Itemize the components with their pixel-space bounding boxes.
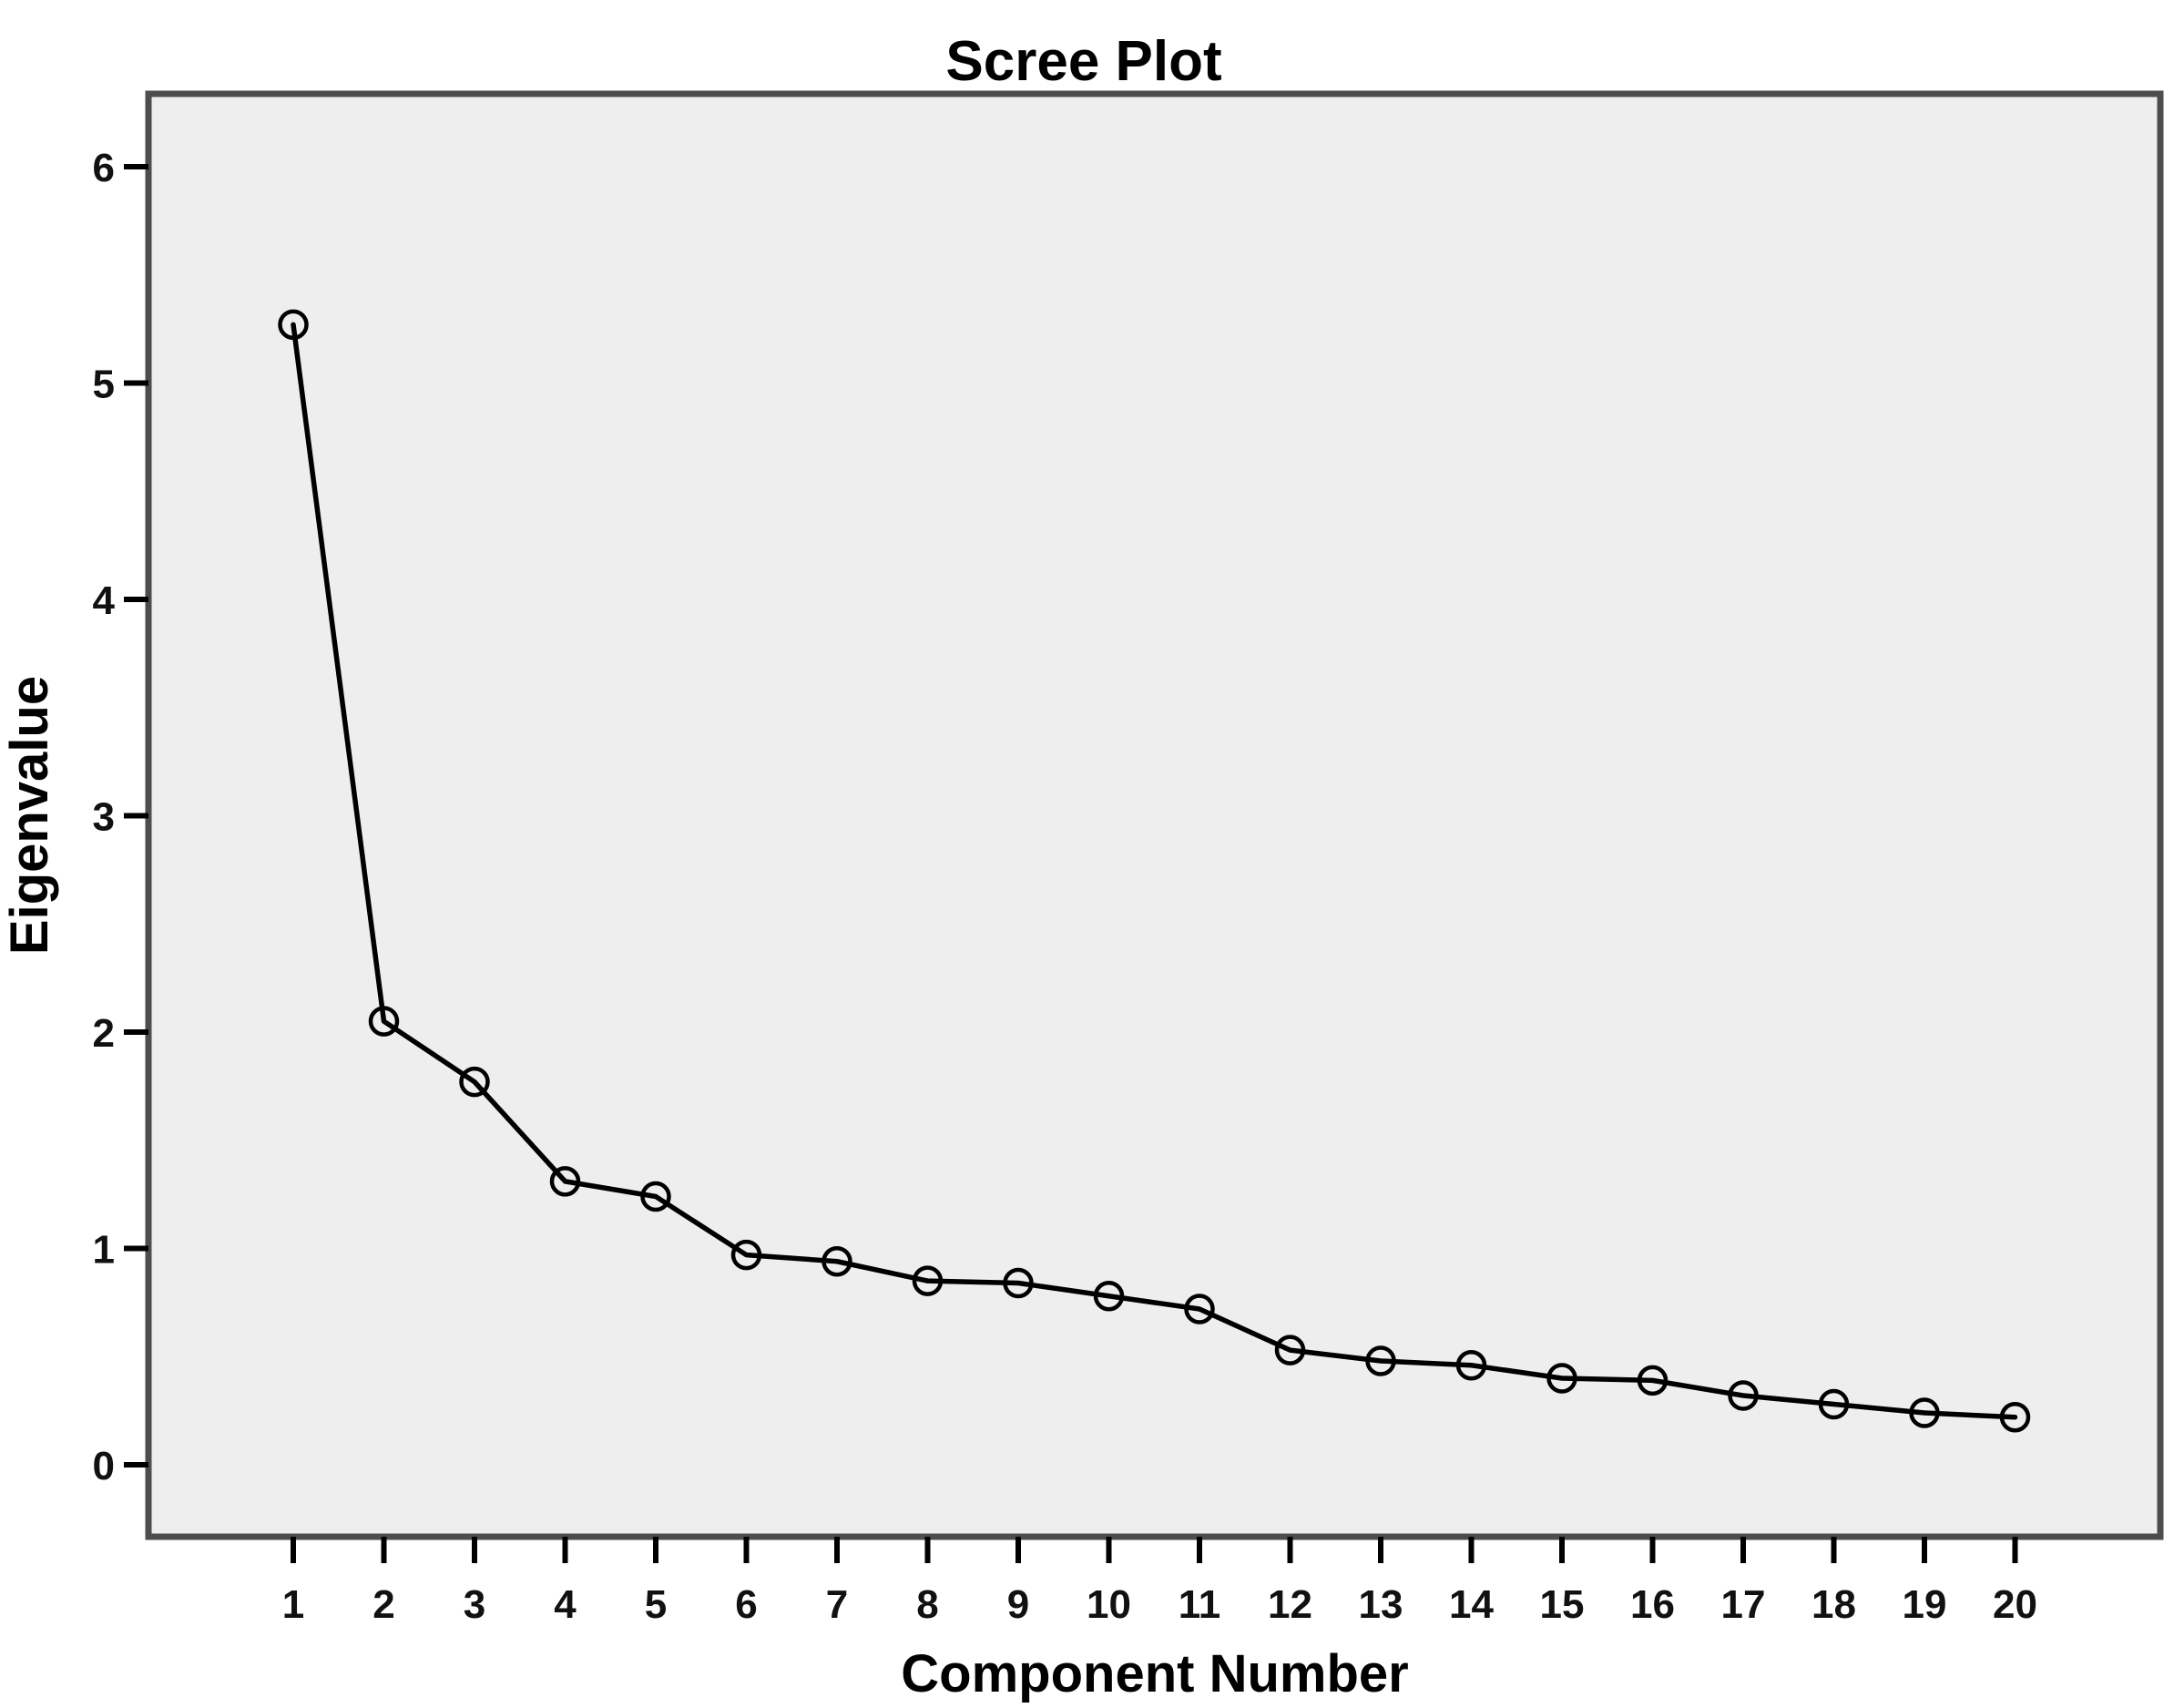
x-tick-label: 4 (554, 1582, 577, 1627)
x-tick-label: 17 (1721, 1582, 1766, 1627)
x-tick-label: 16 (1630, 1582, 1675, 1627)
x-tick-label: 9 (1007, 1582, 1029, 1627)
x-tick-label: 6 (735, 1582, 757, 1627)
x-tick-label: 19 (1903, 1582, 1947, 1627)
data-point-marker (1818, 1388, 1850, 1420)
y-tick-label: 4 (93, 578, 116, 623)
x-tick-label: 14 (1449, 1582, 1494, 1627)
plot-area (145, 90, 2164, 1540)
x-tick-label: 10 (1087, 1582, 1131, 1627)
data-point-marker (822, 1246, 852, 1277)
data-point-marker (1999, 1402, 2031, 1433)
data-point-marker (1728, 1380, 1759, 1411)
y-tick-label: 2 (93, 1011, 115, 1056)
y-tick-label: 6 (93, 146, 115, 190)
data-point-marker (1909, 1397, 1940, 1428)
y-axis: 0 1 2 3 4 5 6 (93, 146, 148, 1488)
x-tick-label: 1 (282, 1582, 304, 1627)
y-tick-label: 0 (93, 1444, 115, 1488)
data-point-marker (1637, 1365, 1669, 1396)
data-point-marker (1093, 1281, 1125, 1312)
x-tick-label: 12 (1268, 1582, 1312, 1627)
x-tick-label: 8 (916, 1582, 938, 1627)
x-tick-label: 20 (1993, 1582, 2037, 1627)
x-tick-label: 3 (464, 1582, 485, 1627)
x-tick-label: 2 (373, 1582, 394, 1627)
data-point-marker (1455, 1350, 1487, 1381)
eigenvalue-series (278, 309, 2031, 1433)
data-point-marker (1274, 1335, 1306, 1365)
x-tick-label: 7 (826, 1582, 848, 1627)
x-axis-label: Component Number (901, 1644, 1408, 1703)
y-tick-label: 3 (93, 795, 115, 840)
data-point-marker (368, 1006, 400, 1037)
x-tick-label: 11 (1179, 1582, 1221, 1627)
data-point-marker (912, 1265, 944, 1296)
x-tick-label: 13 (1359, 1582, 1403, 1627)
data-point-marker (1365, 1345, 1396, 1376)
data-point-marker (730, 1239, 762, 1271)
data-point-marker (1546, 1363, 1577, 1394)
data-point-marker (278, 309, 309, 341)
x-tick-label: 18 (1811, 1582, 1856, 1627)
y-axis-label: Eigenvalue (0, 676, 59, 955)
eigenvalue-line (291, 322, 2018, 1420)
data-point-marker (1003, 1267, 1034, 1299)
data-point-marker (640, 1181, 671, 1212)
chart-title: Scree Plot (945, 30, 1221, 93)
data-point-marker (549, 1166, 581, 1197)
x-tick-label: 5 (645, 1582, 667, 1627)
x-axis: 1 2 3 4 5 6 7 8 9 10 11 12 13 14 15 16 17 18 19 20 (282, 1537, 2037, 1627)
data-point-marker (459, 1066, 490, 1098)
y-tick-label: 1 (93, 1228, 115, 1273)
x-tick-label: 15 (1540, 1582, 1585, 1627)
y-tick-label: 5 (93, 363, 115, 407)
data-point-marker (1184, 1294, 1215, 1324)
